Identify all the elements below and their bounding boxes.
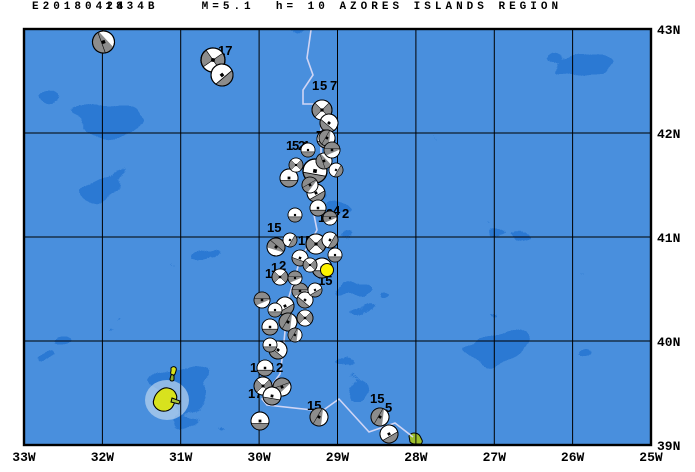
- svg-text:26W: 26W: [561, 450, 585, 465]
- svg-text:42N: 42N: [657, 127, 680, 142]
- svg-text:29W: 29W: [326, 450, 350, 465]
- svg-text:7: 7: [330, 78, 337, 93]
- svg-text:30W: 30W: [247, 450, 271, 465]
- svg-text:40N: 40N: [657, 335, 680, 350]
- svg-text:32W: 32W: [91, 450, 115, 465]
- svg-text:2: 2: [276, 360, 283, 375]
- svg-text:27W: 27W: [483, 450, 507, 465]
- svg-text:5: 5: [320, 78, 327, 93]
- svg-text:28W: 28W: [404, 450, 428, 465]
- svg-text:15: 15: [370, 391, 384, 406]
- svg-text:41N: 41N: [657, 231, 680, 246]
- svg-text:31W: 31W: [169, 450, 193, 465]
- svg-text:33W: 33W: [12, 450, 36, 465]
- svg-text:39N: 39N: [657, 439, 680, 454]
- svg-text:1: 1: [312, 78, 319, 93]
- svg-text:15: 15: [267, 220, 281, 235]
- svg-text:43N: 43N: [657, 23, 680, 38]
- svg-text:2: 2: [342, 206, 349, 221]
